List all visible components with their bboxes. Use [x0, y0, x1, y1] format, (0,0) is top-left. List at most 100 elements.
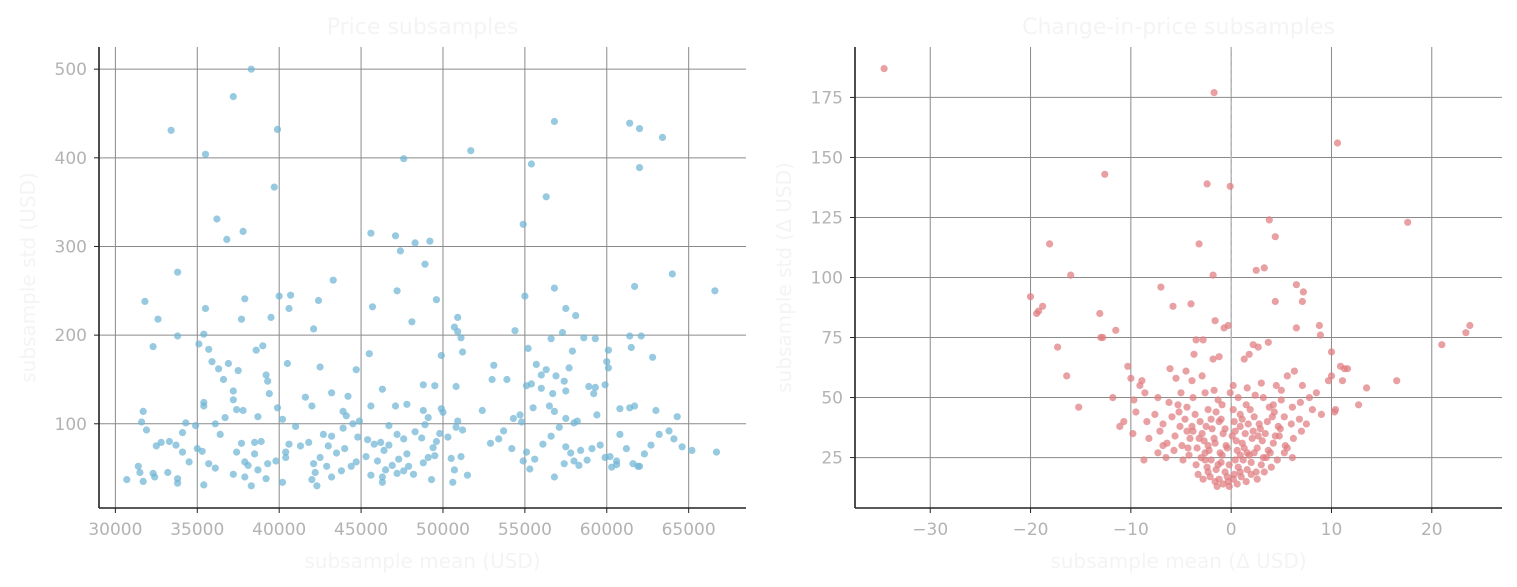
scatter-point: [1129, 430, 1137, 438]
scatter-point: [631, 282, 639, 290]
scatter-point: [1143, 418, 1151, 426]
scatter-point: [367, 229, 375, 237]
scatter-point: [311, 468, 319, 477]
scatter-point: [635, 462, 644, 470]
scatter-point: [1225, 461, 1233, 469]
scatter-point: [1182, 367, 1190, 375]
scatter-point: [1355, 401, 1363, 409]
scatter-point: [301, 393, 309, 401]
scatter-series: [880, 65, 1474, 490]
scatter-point: [139, 477, 147, 485]
scatter-point: [1308, 406, 1316, 414]
scatter-point: [1259, 454, 1267, 462]
scatter-point: [237, 315, 246, 323]
scatter-point: [200, 481, 208, 489]
scatter-point: [1033, 309, 1041, 318]
scatter-point: [495, 435, 503, 443]
scatter-point: [1277, 386, 1285, 394]
scatter-point: [688, 446, 696, 454]
scatter-point: [1218, 451, 1226, 459]
scatter-point: [1177, 389, 1185, 397]
scatter-point: [1232, 437, 1240, 445]
scatter-point: [588, 445, 596, 453]
scatter-point: [1338, 377, 1347, 385]
scatter-point: [640, 450, 649, 458]
scatter-point: [251, 450, 259, 458]
scatter-point: [1054, 343, 1062, 351]
scatter-point: [627, 343, 635, 352]
scatter-point: [519, 220, 527, 228]
scatter-series: [123, 65, 721, 490]
scatter-point: [1283, 444, 1291, 452]
scatter-point: [347, 462, 355, 470]
scatter-point: [1162, 454, 1170, 462]
x-tick-label: 20: [1421, 520, 1443, 540]
scatter-point: [1330, 408, 1339, 416]
scatter-point: [1292, 281, 1300, 289]
scatter-point: [1251, 391, 1259, 399]
scatter-point: [1249, 427, 1257, 435]
scatter-point: [560, 460, 568, 468]
scatter-point: [364, 436, 372, 444]
scatter-point: [213, 215, 221, 223]
scatter-point: [537, 371, 545, 379]
scatter-point: [1171, 432, 1179, 440]
scatter-point: [1210, 386, 1218, 394]
scatter-point: [278, 415, 287, 423]
scatter-point: [1250, 413, 1258, 421]
scatter-point: [1101, 170, 1109, 178]
scatter-point: [267, 313, 275, 321]
scatter-point: [1193, 444, 1201, 452]
scatter-point: [552, 372, 560, 380]
scatter-point: [211, 420, 219, 428]
x-tick-label: −10: [1113, 520, 1149, 540]
scatter-point: [1096, 309, 1104, 318]
scatter-point: [591, 383, 599, 391]
scatter-point: [419, 406, 427, 415]
scatter-point: [257, 437, 265, 446]
scatter-point: [332, 449, 341, 457]
scatter-point: [1277, 396, 1285, 404]
scatter-point: [457, 334, 465, 342]
scatter-point: [1215, 353, 1223, 361]
scatter-point: [580, 334, 588, 342]
scatter-point: [1264, 338, 1272, 346]
scatter-point: [1289, 434, 1297, 442]
scatter-point: [531, 455, 539, 463]
scatter-point: [1271, 233, 1279, 241]
scatter-point: [316, 453, 324, 462]
scatter-point: [252, 346, 260, 354]
scatter-point: [273, 125, 282, 133]
scatter-point: [1159, 420, 1167, 428]
scatter-point: [1141, 389, 1149, 397]
scatter-point: [1201, 449, 1209, 457]
scatter-point: [1218, 401, 1226, 409]
scatter-point: [524, 344, 532, 352]
scatter-point: [141, 297, 149, 305]
scatter-point: [385, 422, 393, 430]
scatter-point: [1184, 444, 1192, 452]
scatter-point: [200, 402, 208, 410]
scatter-point: [1273, 456, 1281, 464]
scatter-point: [1268, 413, 1276, 421]
y-tick-label: 175: [811, 88, 843, 108]
scatter-point: [626, 119, 634, 127]
scatter-point: [1207, 456, 1215, 464]
scatter-point: [1039, 302, 1047, 310]
scatter-point: [1201, 456, 1209, 464]
scatter-point: [1194, 470, 1202, 478]
scatter-point: [424, 453, 432, 462]
scatter-point: [1127, 374, 1135, 382]
y-tick-label: 150: [811, 148, 843, 168]
scatter-point: [447, 454, 455, 462]
scatter-point: [1186, 434, 1194, 442]
scatter-point: [229, 93, 237, 101]
x-tick-label: −30: [912, 520, 948, 540]
scatter-point: [393, 287, 401, 295]
scatter-point: [1175, 408, 1183, 416]
scatter-point: [1099, 333, 1107, 342]
scatter-point: [1248, 434, 1256, 442]
scatter-point: [1192, 461, 1200, 469]
scatter-point: [1169, 302, 1177, 310]
